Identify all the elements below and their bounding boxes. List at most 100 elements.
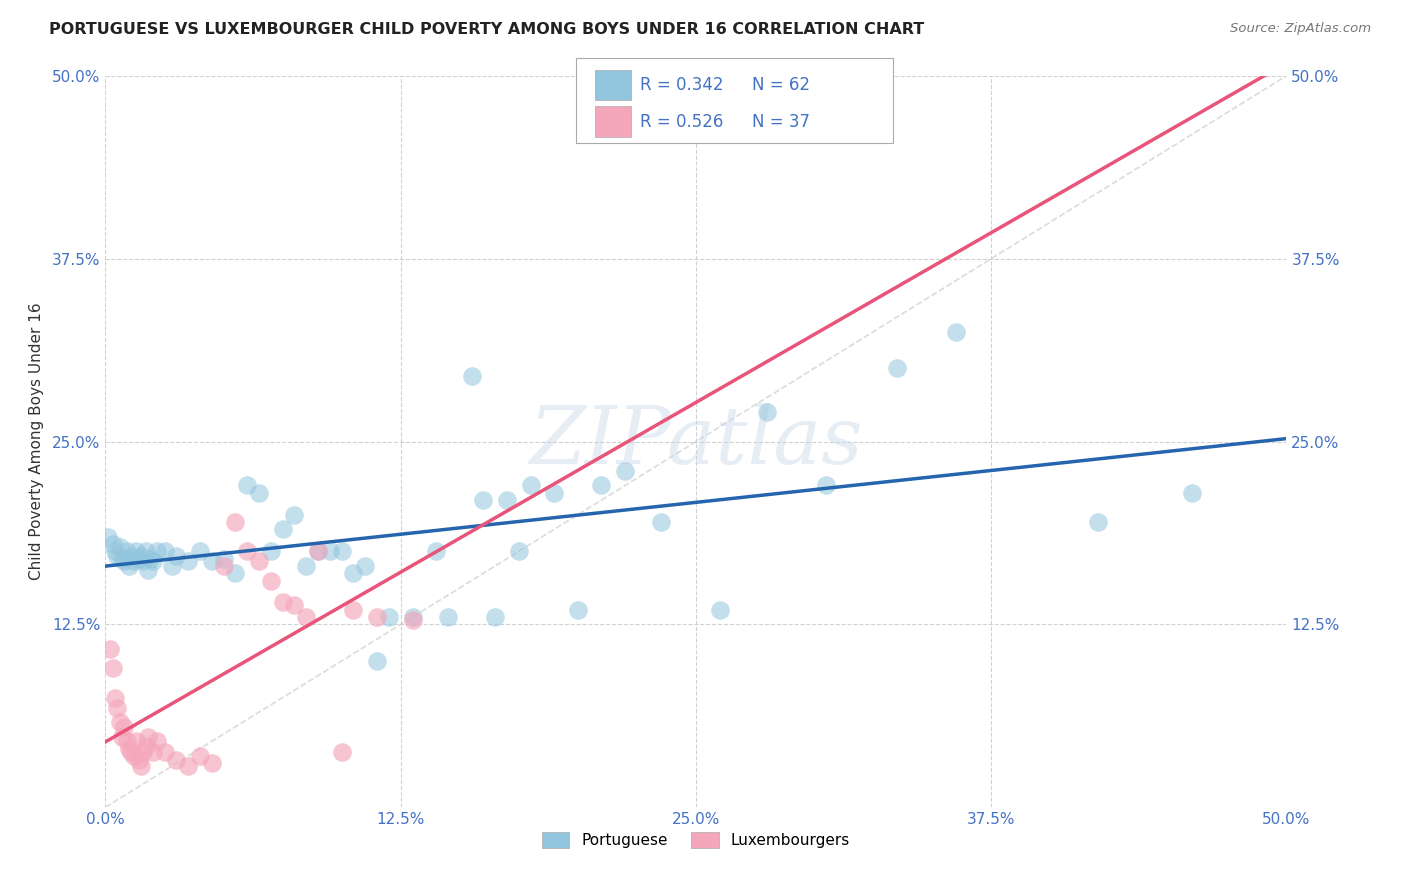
- Point: [437, 610, 460, 624]
- Point: [378, 610, 401, 624]
- Point: [519, 478, 541, 492]
- Point: [188, 749, 211, 764]
- Point: [283, 599, 305, 613]
- Point: [236, 478, 259, 492]
- Text: R = 0.526: R = 0.526: [640, 112, 723, 130]
- Point: [125, 734, 148, 748]
- Point: [136, 563, 159, 577]
- Point: [755, 405, 778, 419]
- Point: [330, 544, 353, 558]
- Point: [111, 551, 134, 566]
- Y-axis label: Child Poverty Among Boys Under 16: Child Poverty Among Boys Under 16: [28, 302, 44, 581]
- Point: [108, 540, 131, 554]
- Point: [283, 508, 305, 522]
- Point: [115, 734, 138, 748]
- Point: [122, 554, 145, 568]
- Point: [128, 551, 150, 566]
- Point: [260, 544, 283, 558]
- Point: [188, 544, 211, 558]
- Point: [105, 549, 128, 563]
- Point: [260, 574, 283, 588]
- Point: [319, 544, 342, 558]
- Point: [886, 361, 908, 376]
- Point: [165, 754, 187, 768]
- Point: [177, 554, 200, 568]
- Point: [1087, 515, 1109, 529]
- Point: [201, 554, 224, 568]
- Point: [132, 745, 155, 759]
- Point: [104, 544, 127, 558]
- Point: [135, 739, 157, 753]
- Point: [146, 544, 169, 558]
- Point: [108, 715, 131, 730]
- Point: [814, 478, 837, 492]
- Point: [366, 654, 388, 668]
- Point: [236, 544, 259, 558]
- Point: [118, 558, 141, 573]
- Point: [271, 595, 294, 609]
- Point: [120, 745, 142, 759]
- Point: [115, 544, 138, 558]
- Point: [98, 642, 121, 657]
- Point: [295, 558, 318, 573]
- Point: [307, 544, 329, 558]
- Point: [425, 544, 447, 558]
- Point: [122, 749, 145, 764]
- Point: [472, 493, 495, 508]
- Point: [366, 610, 388, 624]
- Point: [342, 603, 364, 617]
- Point: [112, 720, 135, 734]
- Point: [132, 554, 155, 568]
- Point: [401, 613, 423, 627]
- Point: [945, 325, 967, 339]
- Point: [101, 661, 124, 675]
- Point: [177, 759, 200, 773]
- Point: [1181, 485, 1204, 500]
- Point: [136, 730, 159, 744]
- Point: [160, 558, 183, 573]
- Point: [295, 610, 318, 624]
- Point: [201, 756, 224, 771]
- Point: [496, 493, 519, 508]
- Point: [129, 759, 152, 773]
- Point: [567, 603, 589, 617]
- Text: R = 0.342: R = 0.342: [640, 76, 723, 95]
- Point: [307, 544, 329, 558]
- Point: [153, 745, 176, 759]
- Text: ZIPatlas: ZIPatlas: [529, 403, 863, 480]
- Point: [614, 464, 637, 478]
- Point: [224, 566, 246, 581]
- Point: [224, 515, 246, 529]
- Point: [330, 745, 353, 759]
- Point: [460, 368, 482, 383]
- Point: [142, 745, 165, 759]
- Point: [709, 603, 731, 617]
- Legend: Portuguese, Luxembourgers: Portuguese, Luxembourgers: [536, 826, 856, 855]
- Point: [120, 549, 142, 563]
- Point: [401, 610, 423, 624]
- Text: PORTUGUESE VS LUXEMBOURGER CHILD POVERTY AMONG BOYS UNDER 16 CORRELATION CHART: PORTUGUESE VS LUXEMBOURGER CHILD POVERTY…: [49, 22, 925, 37]
- Point: [543, 485, 565, 500]
- Point: [101, 537, 124, 551]
- Point: [111, 730, 134, 744]
- Point: [128, 754, 150, 768]
- Point: [153, 544, 176, 558]
- Point: [146, 734, 169, 748]
- Point: [212, 551, 235, 566]
- Text: N = 37: N = 37: [752, 112, 810, 130]
- Point: [142, 554, 165, 568]
- Point: [129, 549, 152, 563]
- Point: [104, 690, 127, 705]
- Text: Source: ZipAtlas.com: Source: ZipAtlas.com: [1230, 22, 1371, 36]
- Point: [247, 485, 270, 500]
- Point: [97, 530, 120, 544]
- Point: [247, 554, 270, 568]
- Point: [484, 610, 506, 624]
- Point: [271, 522, 294, 536]
- Point: [139, 551, 162, 566]
- Point: [212, 558, 235, 573]
- Text: N = 62: N = 62: [752, 76, 810, 95]
- Point: [342, 566, 364, 581]
- Point: [508, 544, 530, 558]
- Point: [125, 544, 148, 558]
